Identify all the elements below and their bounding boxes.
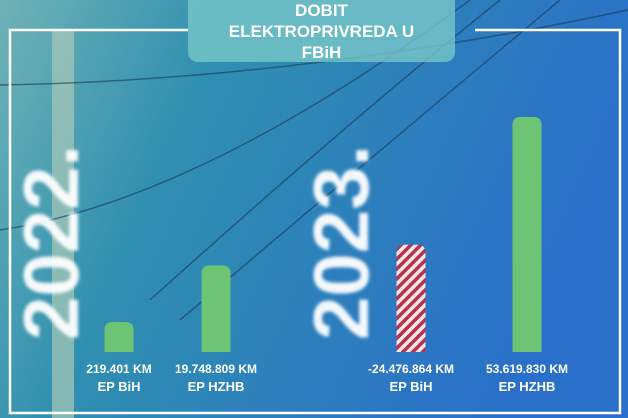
value-label: 53.619.830 KM: [486, 362, 568, 376]
bar: [512, 117, 542, 352]
category-label: EP HZHB: [499, 379, 556, 394]
value-label: 19.748.809 KM: [175, 362, 257, 376]
frame: [8, 28, 622, 415]
pole: [52, 30, 74, 418]
bar: [396, 244, 426, 352]
year-label: 2022.: [7, 145, 95, 340]
value-label: -24.476.864 KM: [368, 362, 454, 376]
value-label: 219.401 KM: [86, 362, 151, 376]
category-label: EP HZHB: [188, 379, 245, 394]
category-label: EP BiH: [97, 379, 140, 394]
chart-title: DOBIT ELEKTROPRIVREDA U FBiH: [188, 0, 455, 62]
bar: [104, 322, 134, 352]
year-label: 2023.: [297, 145, 385, 340]
bar: [201, 265, 231, 352]
category-label: EP BiH: [389, 379, 432, 394]
